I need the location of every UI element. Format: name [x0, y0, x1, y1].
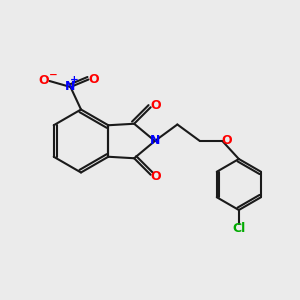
Text: O: O [151, 99, 161, 112]
Text: O: O [39, 74, 50, 88]
Text: N: N [65, 80, 76, 94]
Text: O: O [88, 73, 99, 86]
Text: O: O [151, 170, 161, 183]
Text: −: − [49, 69, 58, 80]
Text: O: O [221, 134, 232, 148]
Text: +: + [70, 75, 79, 85]
Text: N: N [150, 134, 160, 148]
Text: Cl: Cl [232, 221, 245, 235]
